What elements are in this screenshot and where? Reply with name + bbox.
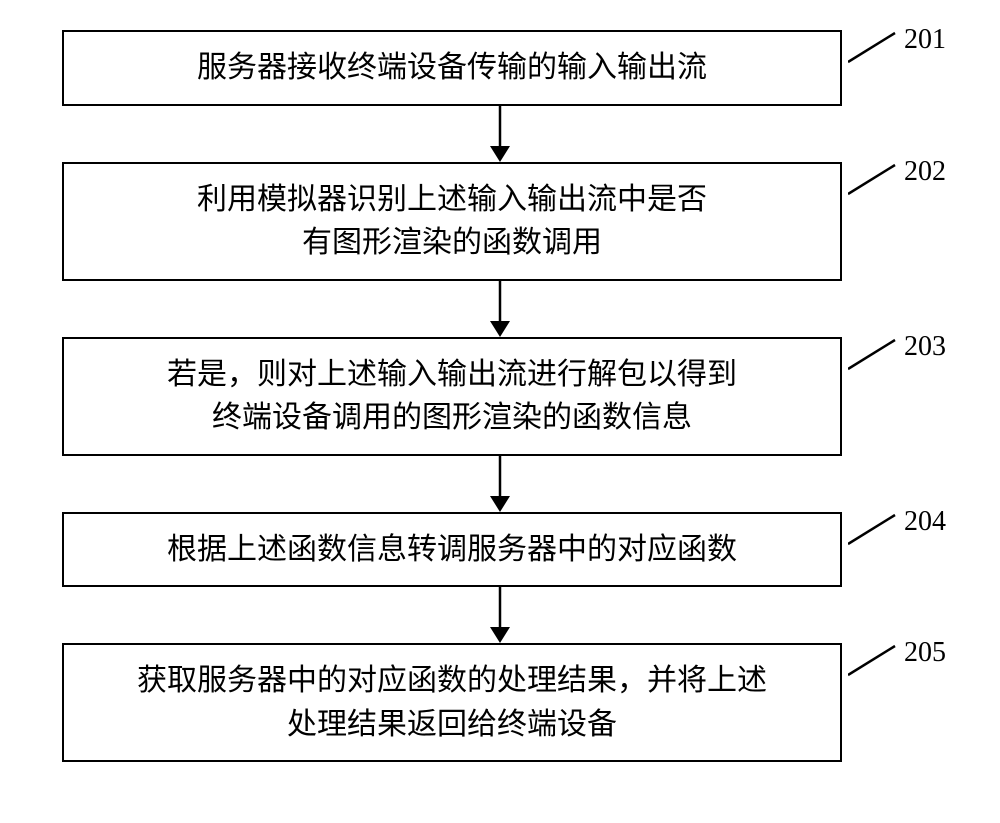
step-label: 201 bbox=[904, 24, 946, 56]
step-line: 有图形渲染的函数调用 bbox=[302, 226, 602, 259]
arrow-wrap bbox=[30, 106, 970, 162]
flow-step: 若是，则对上述输入输出流进行解包以得到 终端设备调用的图形渲染的函数信息 203 bbox=[30, 337, 970, 456]
step-text: 根据上述函数信息转调服务器中的对应函数 bbox=[167, 528, 737, 572]
tick-mark-icon bbox=[848, 162, 904, 196]
step-line: 若是，则对上述输入输出流进行解包以得到 bbox=[167, 358, 737, 391]
arrow-wrap bbox=[30, 587, 970, 643]
tick-mark-icon bbox=[848, 643, 904, 677]
step-line: 获取服务器中的对应函数的处理结果，并将上述 bbox=[137, 664, 767, 697]
step-line: 服务器接收终端设备传输的输入输出流 bbox=[197, 51, 707, 84]
step-box-205: 获取服务器中的对应函数的处理结果，并将上述 处理结果返回给终端设备 bbox=[62, 643, 842, 762]
step-line: 终端设备调用的图形渲染的函数信息 bbox=[212, 401, 692, 434]
arrow-wrap bbox=[30, 281, 970, 337]
step-label: 204 bbox=[904, 506, 946, 538]
step-box-202: 利用模拟器识别上述输入输出流中是否 有图形渲染的函数调用 bbox=[62, 162, 842, 281]
flowchart-container: 服务器接收终端设备传输的输入输出流 201 利用模拟器识别上述输入输出流中是否 … bbox=[30, 30, 970, 762]
arrow-down-icon bbox=[485, 456, 515, 512]
flow-step: 获取服务器中的对应函数的处理结果，并将上述 处理结果返回给终端设备 205 bbox=[30, 643, 970, 762]
step-text: 若是，则对上述输入输出流进行解包以得到 终端设备调用的图形渲染的函数信息 bbox=[167, 353, 737, 440]
step-text: 获取服务器中的对应函数的处理结果，并将上述 处理结果返回给终端设备 bbox=[137, 659, 767, 746]
flow-step: 服务器接收终端设备传输的输入输出流 201 bbox=[30, 30, 970, 106]
tick-mark-icon bbox=[848, 337, 904, 371]
step-line: 根据上述函数信息转调服务器中的对应函数 bbox=[167, 533, 737, 566]
step-text: 服务器接收终端设备传输的输入输出流 bbox=[197, 46, 707, 90]
flow-step: 根据上述函数信息转调服务器中的对应函数 204 bbox=[30, 512, 970, 588]
flow-step: 利用模拟器识别上述输入输出流中是否 有图形渲染的函数调用 202 bbox=[30, 162, 970, 281]
tick-mark-icon bbox=[848, 512, 904, 546]
arrow-wrap bbox=[30, 456, 970, 512]
arrow-down-icon bbox=[485, 587, 515, 643]
arrow-down-icon bbox=[485, 281, 515, 337]
step-line: 处理结果返回给终端设备 bbox=[287, 708, 617, 741]
step-box-201: 服务器接收终端设备传输的输入输出流 bbox=[62, 30, 842, 106]
step-label: 202 bbox=[904, 156, 946, 188]
step-box-204: 根据上述函数信息转调服务器中的对应函数 bbox=[62, 512, 842, 588]
step-line: 利用模拟器识别上述输入输出流中是否 bbox=[197, 183, 707, 216]
step-text: 利用模拟器识别上述输入输出流中是否 有图形渲染的函数调用 bbox=[197, 178, 707, 265]
step-label: 203 bbox=[904, 331, 946, 363]
arrow-down-icon bbox=[485, 106, 515, 162]
step-box-203: 若是，则对上述输入输出流进行解包以得到 终端设备调用的图形渲染的函数信息 bbox=[62, 337, 842, 456]
tick-mark-icon bbox=[848, 30, 904, 64]
step-label: 205 bbox=[904, 637, 946, 669]
